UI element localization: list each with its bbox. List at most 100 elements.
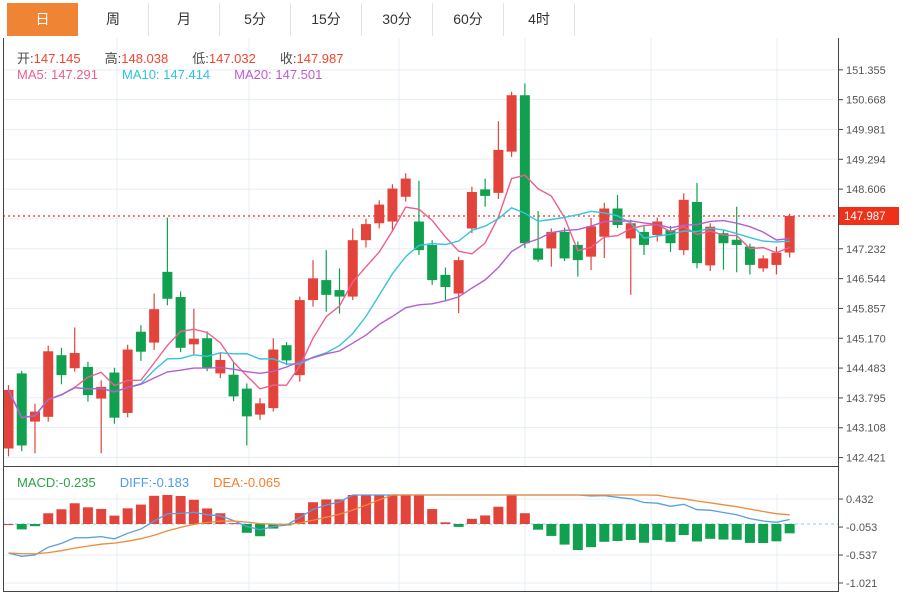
price-axis-label: 145.170 xyxy=(846,333,886,345)
macd-histogram-bar xyxy=(784,524,795,534)
candle-up xyxy=(652,221,663,235)
macd-histogram-bar xyxy=(29,524,40,527)
candle-up xyxy=(493,149,504,193)
price-axis-label: 149.981 xyxy=(846,124,886,136)
price-axis-label: 148.606 xyxy=(846,184,886,196)
ma-info-row: MA5: 147.291 MA10: 147.414 MA20: 147.501 xyxy=(17,67,346,82)
candle-up xyxy=(122,349,133,413)
close-readout: 收:147.987 xyxy=(279,51,344,66)
candle-up xyxy=(3,389,14,449)
macd-histogram-bar xyxy=(599,524,610,542)
macd-histogram-bar xyxy=(453,524,464,527)
macd-histogram-bar xyxy=(612,524,623,542)
tab-15min[interactable]: 15分 xyxy=(291,3,362,36)
candle-down xyxy=(480,189,491,196)
candle-down xyxy=(413,221,424,251)
candle-down xyxy=(691,201,702,264)
candle-down xyxy=(440,274,451,288)
macd-histogram-bar xyxy=(533,524,544,530)
price-axis-label: 147.232 xyxy=(846,244,886,256)
macd-histogram-bar xyxy=(691,524,702,542)
macd-histogram-bar xyxy=(559,524,570,545)
candle-up xyxy=(466,191,477,229)
price-axis-label: 144.483 xyxy=(846,363,886,375)
ma10-value: 147.414 xyxy=(163,67,211,82)
macd-histogram-bar xyxy=(427,509,438,524)
candle-up xyxy=(255,403,266,415)
macd-histogram-bar xyxy=(241,524,252,533)
candle-down xyxy=(744,246,755,265)
candle-up xyxy=(43,351,54,417)
candle-up xyxy=(374,204,385,224)
macd-histogram-bar xyxy=(506,495,517,524)
tab-month[interactable]: 月 xyxy=(149,3,220,36)
macd-histogram-bar xyxy=(56,509,67,524)
macd-histogram-bar xyxy=(665,524,676,542)
low-value: 147.032 xyxy=(208,51,256,66)
tab-30min[interactable]: 30分 xyxy=(362,3,433,36)
macd-histogram-bar xyxy=(82,507,93,524)
macd-histogram-bar xyxy=(466,518,477,524)
candle-up xyxy=(69,353,80,369)
candle-down xyxy=(612,208,623,225)
dea-line xyxy=(8,494,790,555)
price-axis-label: 142.421 xyxy=(846,453,886,465)
tab-4hour[interactable]: 4时 xyxy=(504,3,575,36)
candle-up xyxy=(771,252,782,265)
candle-up xyxy=(294,300,305,376)
candle-up xyxy=(625,223,636,239)
ma20-readout: MA20: 147.501 xyxy=(234,67,323,82)
high-readout: 高:148.038 xyxy=(104,51,169,66)
candle-up xyxy=(215,359,226,374)
macd-histogram-bar xyxy=(3,524,14,525)
ohlc-info-row: 开:147.145 高:148.038 低:147.032 收:147.987 xyxy=(17,48,368,67)
current-price-badge xyxy=(839,207,899,225)
macd-info-row: MACD:-0.235 DIFF:-0.183 DEA:-0.065 xyxy=(17,475,304,490)
candle-up xyxy=(705,226,716,266)
macd-axis-label: 0.432 xyxy=(846,494,874,506)
macd-histogram-bar xyxy=(480,515,491,524)
close-value: 147.987 xyxy=(296,51,344,66)
candle-down xyxy=(281,345,292,361)
macd-histogram-bar xyxy=(321,499,332,524)
macd-axis-label: -1.021 xyxy=(846,578,877,590)
candle-up xyxy=(546,231,557,249)
tab-5min[interactable]: 5分 xyxy=(220,3,291,36)
tab-day[interactable]: 日 xyxy=(7,3,78,36)
price-axis-label: 146.544 xyxy=(846,274,886,286)
current-price-badge-text: 147.987 xyxy=(844,211,886,223)
diff-readout: DIFF:-0.183 xyxy=(119,475,190,490)
macd-histogram-bar xyxy=(586,524,597,548)
macd-histogram-bar xyxy=(122,508,133,524)
macd-histogram-bar xyxy=(744,524,755,543)
macd-histogram-bar xyxy=(771,524,782,542)
macd-histogram-bar xyxy=(175,496,186,524)
candle-down xyxy=(427,244,438,281)
tab-60min[interactable]: 60分 xyxy=(433,3,504,36)
tab-week[interactable]: 周 xyxy=(78,3,149,36)
candle-up xyxy=(268,349,279,409)
macd-histogram-bar xyxy=(16,524,27,530)
macd-value: -0.235 xyxy=(58,475,96,490)
period-tabbar: 日 周 月 5分 15分 30分 60分 4时 xyxy=(0,0,914,38)
macd-histogram-bar xyxy=(731,524,742,540)
macd-histogram-bar xyxy=(374,495,385,524)
macd-histogram-bar xyxy=(215,513,226,524)
candle-down xyxy=(519,95,530,244)
macd-histogram-bar xyxy=(400,495,411,524)
macd-axis-label: -0.537 xyxy=(846,550,877,562)
candle-down xyxy=(109,372,120,418)
ma5-value: 147.291 xyxy=(50,67,98,82)
candle-down xyxy=(56,355,67,376)
macd-histogram-bar xyxy=(705,524,716,539)
price-axis-label: 143.108 xyxy=(846,423,886,435)
macd-histogram-bar xyxy=(69,503,80,524)
high-value: 148.038 xyxy=(121,51,169,66)
macd-histogram-bar xyxy=(519,513,530,524)
macd-histogram-bar xyxy=(308,502,319,524)
dea-readout: DEA:-0.065 xyxy=(213,475,281,490)
macd-histogram-bar xyxy=(294,513,305,524)
candle-down xyxy=(559,231,570,259)
macd-histogram-bar xyxy=(625,524,636,540)
